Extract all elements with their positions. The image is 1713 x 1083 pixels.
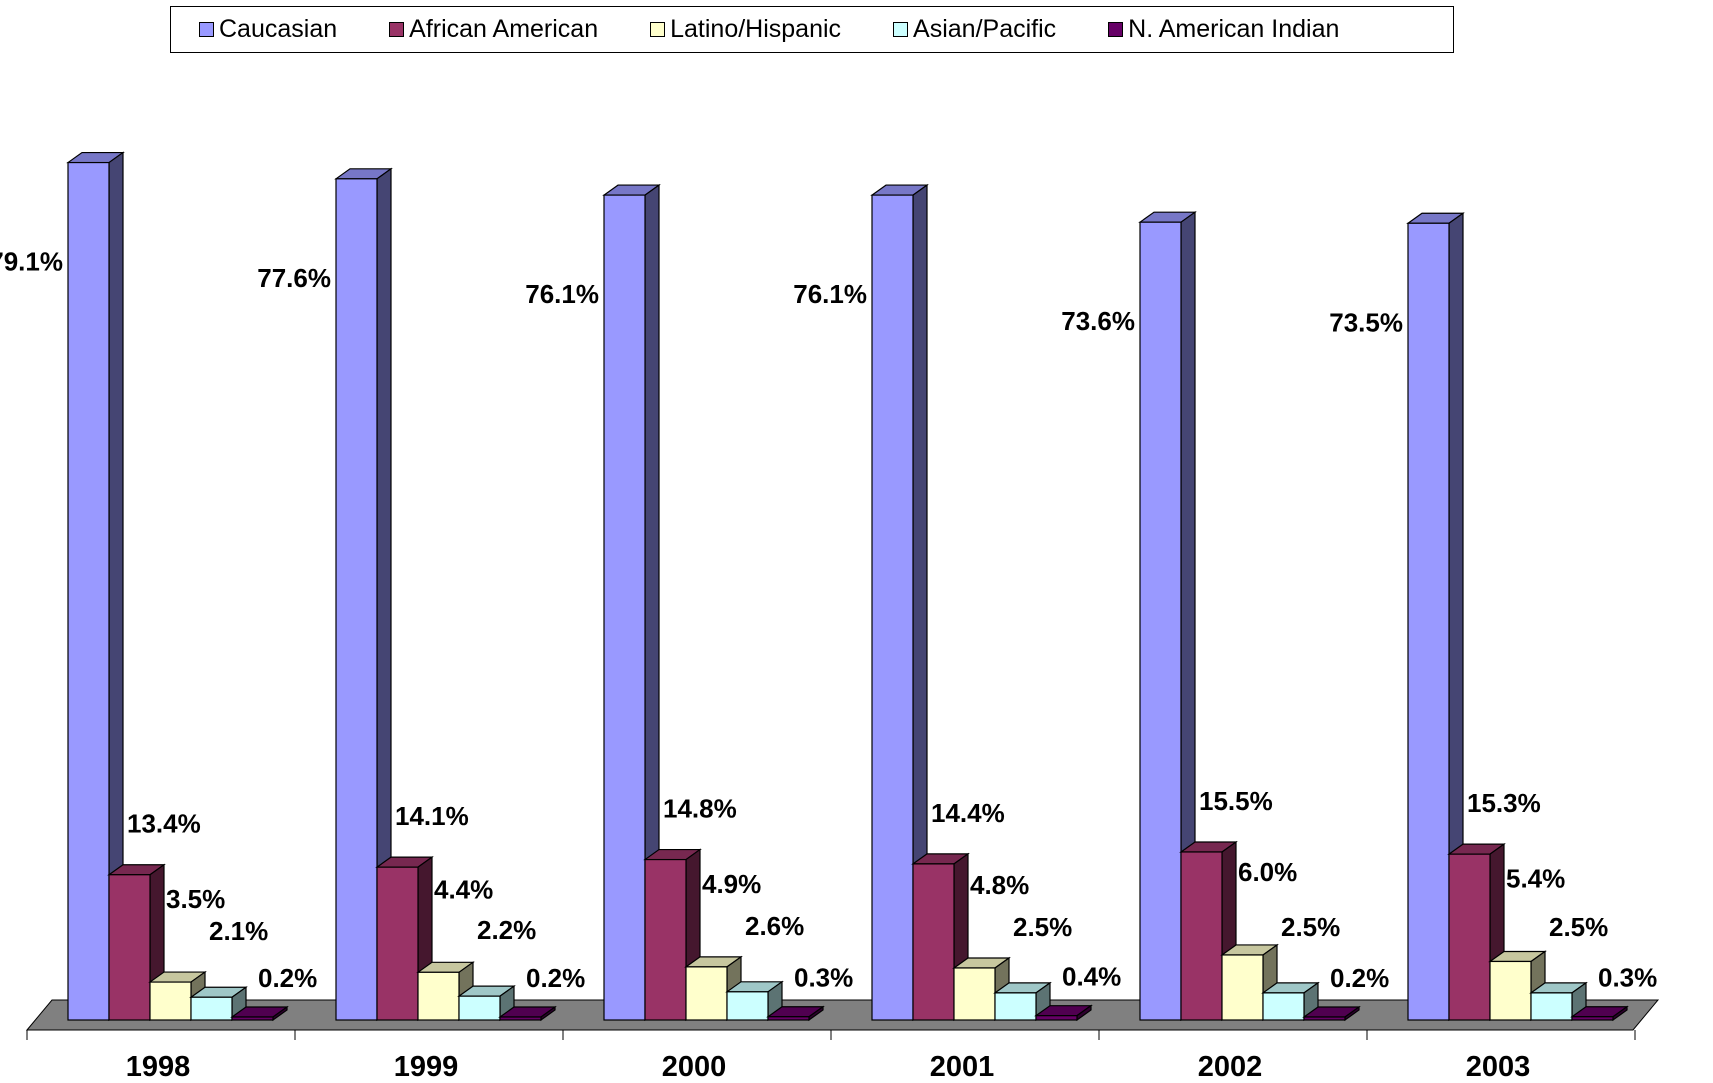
legend-label-asian-pacific: Asian/Pacific [913, 15, 1057, 43]
chart-bars-layer [66, 151, 1629, 1022]
legend-swatch-n-american-indian [1108, 22, 1124, 37]
bar-caucasian-2002 [1139, 221, 1182, 1021]
data-label-asian-pacific-2001: 2.5% [1013, 912, 1072, 942]
bar-n-american-indian-2002 [1303, 1016, 1346, 1021]
data-label-asian-pacific-2000: 2.6% [745, 911, 804, 941]
bar-caucasian-1998 [67, 161, 110, 1021]
x-tick-label-1998: 1998 [126, 1051, 191, 1083]
data-label-latino-hispanic-2002: 6.0% [1238, 857, 1297, 887]
data-label-african-american-2002: 15.5% [1199, 786, 1273, 816]
data-label-latino-hispanic-1998: 3.5% [166, 884, 225, 914]
data-label-african-american-1999: 14.1% [395, 801, 469, 831]
data-label-asian-pacific-1999: 2.2% [477, 915, 536, 945]
data-label-asian-pacific-1998: 2.1% [209, 916, 268, 946]
bar-asian-pacific-2002 [1262, 992, 1305, 1021]
bar-caucasian-1999 [335, 178, 378, 1021]
x-tick-label-2003: 2003 [1466, 1051, 1531, 1083]
x-tick-label-2000: 2000 [662, 1051, 727, 1083]
legend-label-caucasian: Caucasian [219, 15, 338, 43]
bar-latino-hispanic-2001 [953, 967, 996, 1021]
bar-n-american-indian-2003 [1571, 1016, 1614, 1021]
bar-n-american-indian-1999 [499, 1016, 542, 1021]
chart-axis-layer: 1998 1999 2000 2001 2002 2003 [26, 1029, 1636, 1083]
bar-n-american-indian-2000 [767, 1016, 810, 1021]
data-label-n-american-indian-1999: 0.2% [526, 963, 585, 993]
data-label-caucasian-2002: 73.6% [1061, 306, 1135, 336]
bar-african-american-2002 [1180, 851, 1223, 1021]
data-label-asian-pacific-2003: 2.5% [1549, 912, 1608, 942]
bar-asian-pacific-2000 [726, 991, 769, 1021]
bar-african-american-1999 [376, 866, 419, 1021]
data-label-latino-hispanic-1999: 4.4% [434, 874, 493, 904]
bar-asian-pacific-2003 [1530, 992, 1573, 1021]
chart-labels-layer: 79.1% 13.4% 3.5%2.1% 0.2% 77.6% 14.1% 4.4% 2.2%… [0, 247, 1657, 993]
bar-latino-hispanic-1999 [417, 971, 460, 1021]
legend-item-african-american: African American [389, 15, 598, 44]
data-label-n-american-indian-2002: 0.2% [1330, 963, 1389, 993]
data-label-n-american-indian-2001: 0.4% [1062, 962, 1121, 992]
bar-african-american-1998 [108, 874, 151, 1021]
legend-item-latino-hispanic: Latino/Hispanic [650, 15, 841, 44]
chart-legend: Caucasian African American Latino/Hispan… [170, 6, 1454, 53]
x-tick-label-2002: 2002 [1198, 1051, 1263, 1083]
bar-n-american-indian-1998 [231, 1016, 274, 1021]
data-label-asian-pacific-2002: 2.5% [1281, 912, 1340, 942]
bar-asian-pacific-1998 [190, 996, 233, 1021]
bar-caucasian-2000 [603, 194, 646, 1021]
bar-african-american-2003 [1448, 853, 1491, 1021]
legend-label-latino-hispanic: Latino/Hispanic [670, 15, 842, 43]
data-label-latino-hispanic-2001: 4.8% [970, 870, 1029, 900]
x-tick-label-2001: 2001 [930, 1051, 995, 1083]
data-label-african-american-2001: 14.4% [931, 798, 1005, 828]
data-label-n-american-indian-2003: 0.3% [1598, 963, 1657, 993]
bar-asian-pacific-1999 [458, 995, 501, 1021]
legend-label-african-american: African American [409, 15, 599, 43]
bar-african-american-2000 [644, 858, 687, 1021]
bar-caucasian-2001 [871, 194, 914, 1021]
bar-n-american-indian-2001 [1035, 1015, 1078, 1021]
bar-latino-hispanic-2000 [685, 966, 728, 1021]
data-label-caucasian-1998: 79.1% [0, 247, 63, 277]
data-label-caucasian-2003: 73.5% [1329, 307, 1403, 337]
legend-swatch-asian-pacific [893, 22, 909, 37]
bar-caucasian-2003 [1407, 222, 1450, 1021]
legend-label-n-american-indian: N. American Indian [1128, 15, 1340, 43]
data-label-n-american-indian-1998: 0.2% [258, 963, 317, 993]
data-label-n-american-indian-2000: 0.3% [794, 963, 853, 993]
bar-asian-pacific-2001 [994, 992, 1037, 1021]
bar-latino-hispanic-2002 [1221, 954, 1264, 1021]
legend-swatch-african-american [389, 22, 405, 37]
data-label-african-american-2000: 14.8% [663, 794, 737, 824]
data-label-african-american-1998: 13.4% [127, 809, 201, 839]
legend-item-caucasian: Caucasian [199, 15, 337, 44]
bar-african-american-2001 [912, 863, 955, 1021]
bar-latino-hispanic-1998 [149, 981, 192, 1021]
legend-item-asian-pacific: Asian/Pacific [893, 15, 1056, 44]
data-label-latino-hispanic-2003: 5.4% [1506, 863, 1565, 893]
legend-swatch-latino-hispanic [650, 22, 666, 37]
bar-latino-hispanic-2003 [1489, 960, 1532, 1021]
data-label-caucasian-2000: 76.1% [525, 279, 599, 309]
data-label-caucasian-2001: 76.1% [793, 279, 867, 309]
data-label-latino-hispanic-2000: 4.9% [702, 869, 761, 899]
legend-item-n-american-indian: N. American Indian [1108, 15, 1339, 44]
data-label-caucasian-1999: 77.6% [257, 263, 331, 293]
x-tick-label-1999: 1999 [394, 1051, 459, 1083]
legend-swatch-caucasian [199, 22, 214, 37]
data-label-african-american-2003: 15.3% [1467, 788, 1541, 818]
